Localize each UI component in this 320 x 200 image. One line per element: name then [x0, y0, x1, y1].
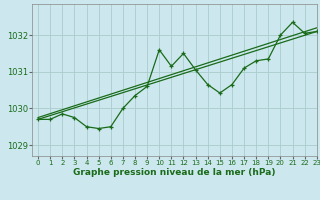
X-axis label: Graphe pression niveau de la mer (hPa): Graphe pression niveau de la mer (hPa): [73, 168, 276, 177]
